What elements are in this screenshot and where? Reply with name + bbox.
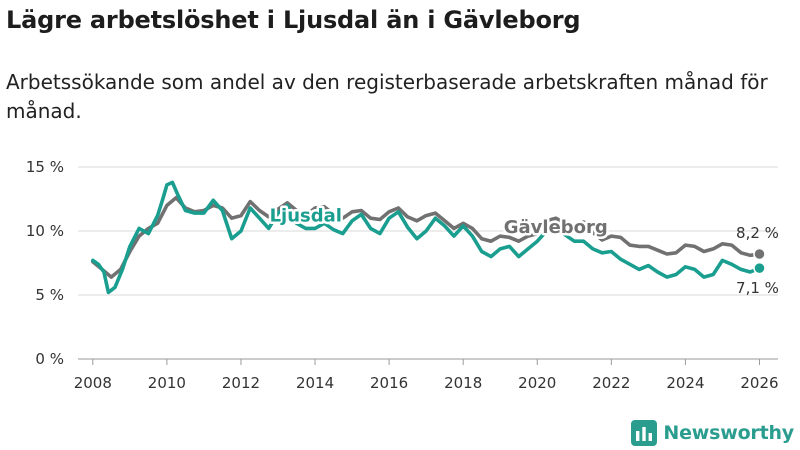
x-tick-label: 2012 bbox=[222, 374, 260, 392]
line-chart: 0 % 5 % 10 % 15 % 2008 2010 2012 2014 2016 2018 20… bbox=[26, 158, 779, 392]
x-tick-label: 2014 bbox=[296, 374, 334, 392]
x-tick-label: 2018 bbox=[444, 374, 482, 392]
x-tick-label: 2024 bbox=[666, 374, 704, 392]
y-tick-label: 15 % bbox=[26, 158, 64, 176]
y-tick-label: 5 % bbox=[35, 286, 64, 304]
x-tick-label: 2022 bbox=[592, 374, 630, 392]
series-end-label: 7,1 % bbox=[736, 279, 779, 297]
x-tick-label: 2008 bbox=[74, 374, 112, 392]
newsworthy-brand: Newsworthy bbox=[631, 420, 794, 446]
y-tick-label: 10 % bbox=[26, 222, 64, 240]
series-end-point bbox=[753, 261, 766, 275]
series-line-ljusdal bbox=[91, 180, 762, 295]
x-tick-label: 2016 bbox=[370, 374, 408, 392]
x-tick-label: 2010 bbox=[148, 374, 186, 392]
series-end-label: 8,2 % bbox=[736, 224, 779, 242]
series-line-gvleborg bbox=[91, 195, 762, 279]
x-tick-label: 2026 bbox=[740, 374, 778, 392]
y-tick-label: 0 % bbox=[35, 350, 64, 368]
bar-chart-logo-icon bbox=[631, 420, 658, 446]
chart-subtitle: Arbetssökande som andel av den registerb… bbox=[6, 70, 768, 123]
series-end-point bbox=[753, 247, 766, 261]
chart-title: Lägre arbetslöshet i Ljusdal än i Gävleb… bbox=[6, 6, 581, 34]
x-tick-label: 2020 bbox=[518, 374, 556, 392]
series-label: Gävleborg bbox=[504, 217, 608, 238]
brand-name: Newsworthy bbox=[663, 422, 794, 444]
series-label: Ljusdal bbox=[270, 206, 342, 227]
